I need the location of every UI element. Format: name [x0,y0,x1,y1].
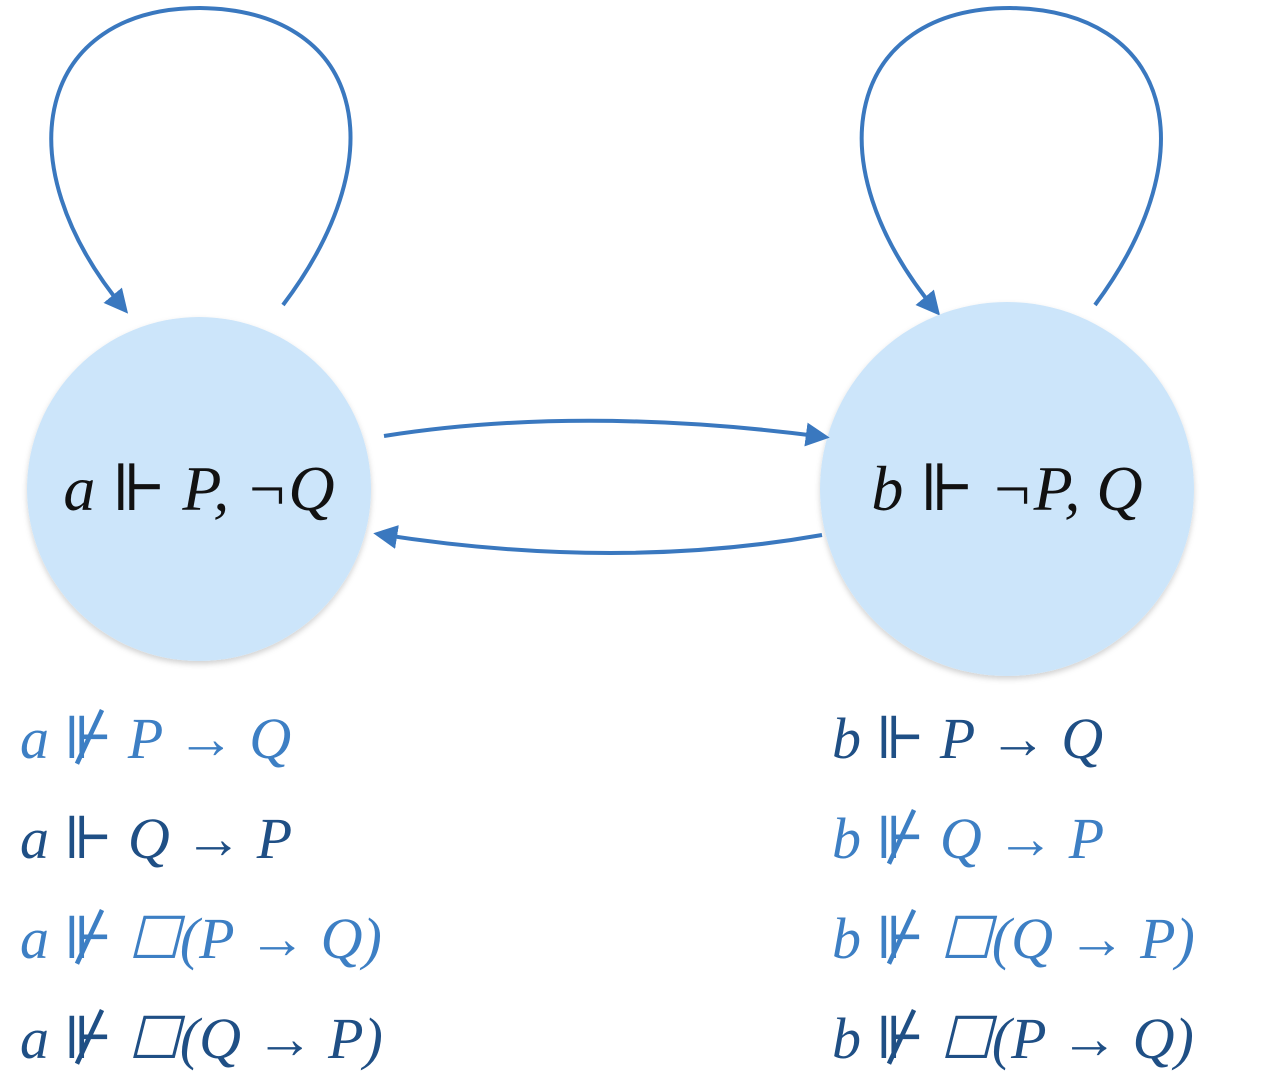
node-a-label: a ⊩ P, ¬Q [63,453,334,524]
fact-a-4: a ⊮ ☐(Q → P) [20,1006,383,1071]
node-a [27,317,371,661]
kripke-model-diagram: a ⊩ P, ¬Q b ⊩ ¬P, Q [27,5,1194,676]
fact-a-2: a ⊩ Q → P [20,806,293,871]
edge-a-to-b [383,418,830,447]
fact-b-4: b ⊮ ☐(P → Q) [832,1006,1194,1071]
fact-b-2: b ⊮ Q → P [832,806,1105,871]
node-b-label: b ⊩ ¬P, Q [871,453,1142,524]
node-b [820,302,1194,676]
fact-a-3: a ⊮ ☐(P → Q) [20,906,382,971]
loop-edge-b [859,5,1163,316]
edge-b-to-a [373,525,823,555]
fact-b-1: b ⊩ P → Q [832,706,1104,771]
fact-b-3: b ⊮ ☐(Q → P) [832,906,1195,971]
loop-edge-a [49,5,353,314]
fact-a-1: a ⊮ P → Q [20,706,292,771]
